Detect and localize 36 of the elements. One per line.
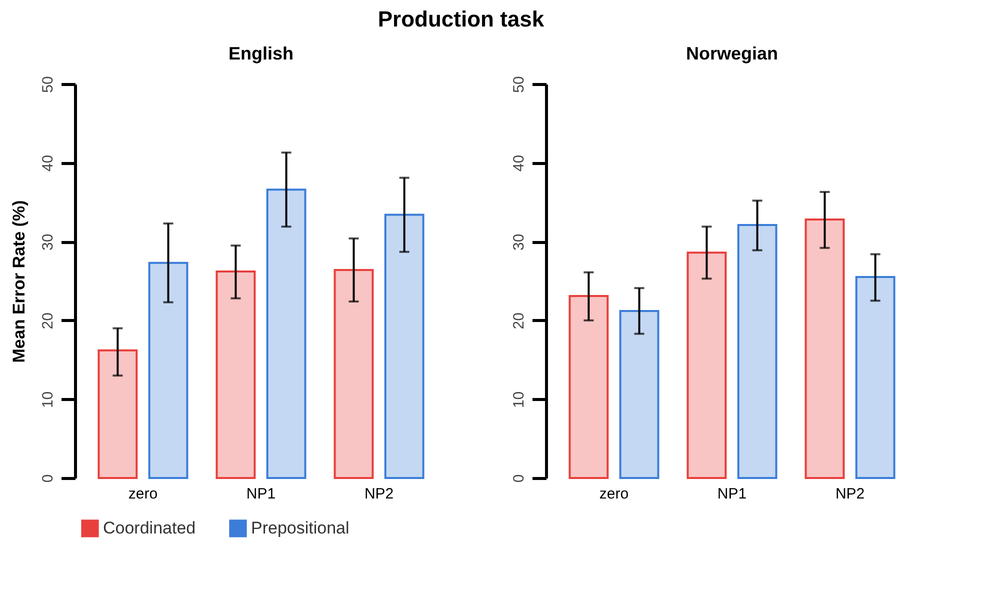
legend-label: Prepositional xyxy=(251,518,350,538)
y-tick-label: 20 xyxy=(510,312,528,330)
bar xyxy=(148,262,188,479)
bar xyxy=(855,276,896,479)
y-tick-label: 40 xyxy=(40,154,56,172)
x-tick-label: NP1 xyxy=(717,486,747,502)
y-tick-label: 20 xyxy=(40,312,56,330)
y-tick-label: 0 xyxy=(510,474,528,483)
chart-subtitle: Norwegian xyxy=(686,44,778,64)
chart-title: Production task xyxy=(378,6,545,32)
y-tick-label: 30 xyxy=(510,234,528,250)
x-tick-label: NP2 xyxy=(364,486,394,502)
y-tick-label: 50 xyxy=(510,76,528,93)
x-tick-label: NP2 xyxy=(835,486,865,502)
bar xyxy=(686,252,727,479)
y-tick-label: 50 xyxy=(40,76,56,93)
bar xyxy=(216,270,256,479)
y-tick-label: 30 xyxy=(40,234,56,250)
legend-label: Coordinated xyxy=(103,518,196,538)
bar xyxy=(334,268,374,479)
y-axis-title: Mean Error Rate (%) xyxy=(10,200,28,363)
bar xyxy=(384,214,424,479)
x-tick-label: zero xyxy=(599,486,629,502)
bar xyxy=(804,218,845,479)
y-tick-label: 0 xyxy=(40,474,56,483)
bar xyxy=(737,224,778,479)
y-tick-label: 40 xyxy=(510,154,528,172)
bar xyxy=(619,310,660,479)
bar xyxy=(266,188,306,479)
bar xyxy=(568,294,609,479)
bar xyxy=(98,349,138,479)
y-tick-label: 10 xyxy=(510,391,528,408)
y-tick-label: 10 xyxy=(40,391,56,408)
x-tick-label: zero xyxy=(128,486,158,502)
chart-subtitle: English xyxy=(228,44,294,64)
x-tick-label: NP1 xyxy=(246,486,276,502)
